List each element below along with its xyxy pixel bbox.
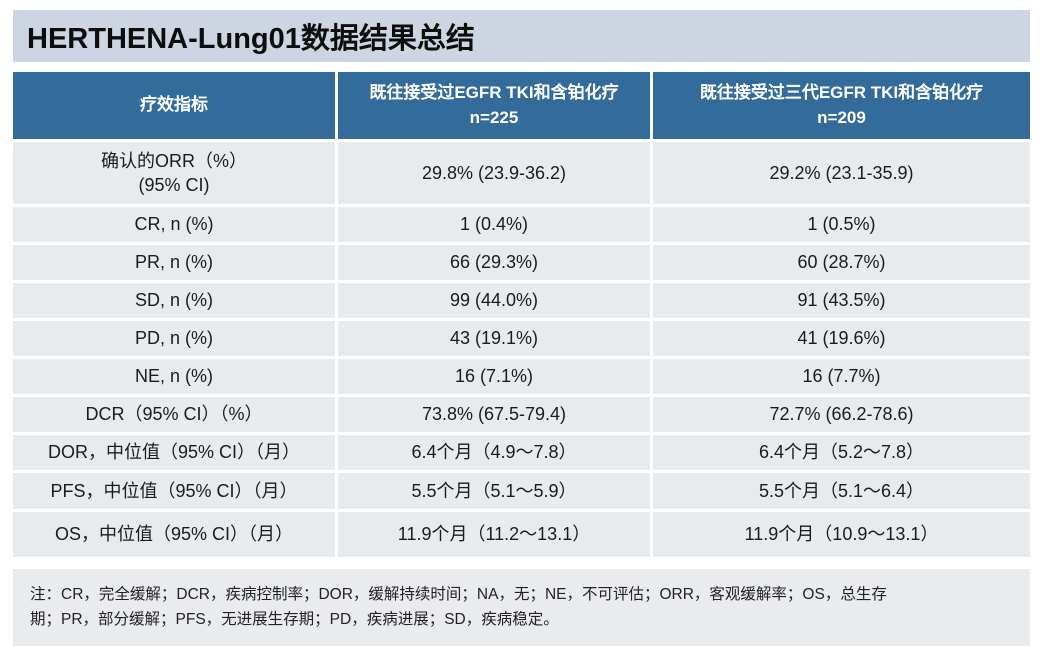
row-label: DOR，中位值（95% CI）（月） <box>47 442 301 463</box>
table-row-pfs: PFS，中位值（95% CI）（月） 5.5个月（5.1～5.9） 5.5个月（… <box>13 473 1030 509</box>
row-label-cell: OS，中位值（95% CI）（月） <box>13 512 335 557</box>
row-label-cell: PR, n (%) <box>13 245 335 280</box>
table-row-orr: 确认的ORR（%） (95% CI) 29.8% (23.9-36.2) 29.… <box>13 142 1030 204</box>
row-label: PR, n (%) <box>134 252 213 273</box>
page-title: HERTHENA-Lung01数据结果总结 <box>27 23 475 55</box>
value-cell-cohort1: 99 (44.0%) <box>338 283 650 318</box>
value-cell-cohort1: 5.5个月（5.1～5.9） <box>338 473 650 509</box>
row-label: DCR（95% CI）（%） <box>85 404 263 425</box>
table-header-row: 疗效指标 既往接受过EGFR TKI和含铂化疗 n=225 既往接受过三代EGF… <box>13 72 1030 139</box>
table-row-dor: DOR，中位值（95% CI）（月） 6.4个月（4.9～7.8） 6.4个月（… <box>13 435 1030 470</box>
value-cell-cohort1: 16 (7.1%) <box>338 359 650 394</box>
value-cell-cohort2: 11.9个月（10.9～13.1） <box>653 512 1030 557</box>
cohort1-title: 既往接受过EGFR TKI和含铂化疗 <box>369 82 619 102</box>
value-cell-cohort2: 91 (43.5%) <box>653 283 1030 318</box>
value-cell-cohort2: 16 (7.7%) <box>653 359 1030 394</box>
row-label: PD, n (%) <box>134 328 213 349</box>
value-cell-cohort2: 41 (19.6%) <box>653 321 1030 356</box>
value-cell-cohort2: 1 (0.5%) <box>653 207 1030 242</box>
row-label-line2: (95% CI) <box>138 175 210 195</box>
title-band: HERTHENA-Lung01数据结果总结 <box>13 10 1030 62</box>
value-cell-cohort1: 73.8% (67.5-79.4) <box>338 397 650 432</box>
value-cell-cohort1: 66 (29.3%) <box>338 245 650 280</box>
cohort2-title: 既往接受过三代EGFR TKI和含铂化疗 <box>699 82 984 102</box>
value-cell-cohort1: 11.9个月（11.2～13.1） <box>338 512 650 557</box>
row-label-cell: PD, n (%) <box>13 321 335 356</box>
footnote-line1: 注：CR，完全缓解；DCR，疾病控制率；DOR，缓解持续时间；NA，无；NE，不… <box>30 586 887 603</box>
table-row-dcr: DCR（95% CI）（%） 73.8% (67.5-79.4) 72.7% (… <box>13 397 1030 432</box>
slide: HERTHENA-Lung01数据结果总结 疗效指标 既往接受过EGFR TKI… <box>13 10 1030 647</box>
table-row-pr: PR, n (%) 66 (29.3%) 60 (28.7%) <box>13 245 1030 280</box>
row-label: OS，中位值（95% CI）（月） <box>54 524 294 545</box>
value-cell-cohort2: 60 (28.7%) <box>653 245 1030 280</box>
table-row-os: OS，中位值（95% CI）（月） 11.9个月（11.2～13.1） 11.9… <box>13 512 1030 557</box>
table-row-sd: SD, n (%) 99 (44.0%) 91 (43.5%) <box>13 283 1030 318</box>
row-label: PFS，中位值（95% CI）（月） <box>50 480 298 501</box>
table-row-cr: CR, n (%) 1 (0.4%) 1 (0.5%) <box>13 207 1030 242</box>
footnote: 注：CR，完全缓解；DCR，疾病控制率；DOR，缓解持续时间；NA，无；NE，不… <box>13 569 1030 647</box>
header-cell-cohort2: 既往接受过三代EGFR TKI和含铂化疗 n=209 <box>653 72 1030 139</box>
table-row-ne: NE, n (%) 16 (7.1%) 16 (7.7%) <box>13 359 1030 394</box>
header-cell-metric: 疗效指标 <box>13 72 335 139</box>
value-cell-cohort2: 5.5个月（5.1～6.4） <box>653 473 1030 509</box>
row-label-cell: DCR（95% CI）（%） <box>13 397 335 432</box>
row-label: CR, n (%) <box>134 214 214 235</box>
value-cell-cohort1: 1 (0.4%) <box>338 207 650 242</box>
results-table: 疗效指标 既往接受过EGFR TKI和含铂化疗 n=225 既往接受过三代EGF… <box>13 72 1030 557</box>
value-cell-cohort1: 29.8% (23.9-36.2) <box>338 142 650 204</box>
cohort1-n: n=225 <box>469 107 519 127</box>
table-row-pd: PD, n (%) 43 (19.1%) 41 (19.6%) <box>13 321 1030 356</box>
value-cell-cohort1: 43 (19.1%) <box>338 321 650 356</box>
value-cell-cohort2: 72.7% (66.2-78.6) <box>653 397 1030 432</box>
footnote-line2: 期；PR，部分缓解；PFS，无进展生存期；PD，疾病进展；SD，疾病稳定。 <box>30 611 559 629</box>
header-metric-label: 疗效指标 <box>140 95 208 115</box>
value-cell-cohort2: 29.2% (23.1-35.9) <box>653 142 1030 204</box>
row-label-cell: PFS，中位值（95% CI）（月） <box>13 473 335 509</box>
row-label: NE, n (%) <box>134 366 213 387</box>
row-label-cell: 确认的ORR（%） (95% CI) <box>13 142 335 204</box>
value-cell-cohort1: 6.4个月（4.9～7.8） <box>338 435 650 470</box>
row-label-cell: DOR，中位值（95% CI）（月） <box>13 435 335 470</box>
row-label: SD, n (%) <box>134 290 213 311</box>
value-cell-cohort2: 6.4个月（5.2～7.8） <box>653 435 1030 470</box>
cohort2-n: n=209 <box>817 107 866 127</box>
header-cell-cohort1: 既往接受过EGFR TKI和含铂化疗 n=225 <box>338 72 650 139</box>
row-label-cell: SD, n (%) <box>13 283 335 318</box>
row-label-cell: CR, n (%) <box>13 207 335 242</box>
row-label: 确认的ORR（%） <box>100 150 247 171</box>
row-label-cell: NE, n (%) <box>13 359 335 394</box>
